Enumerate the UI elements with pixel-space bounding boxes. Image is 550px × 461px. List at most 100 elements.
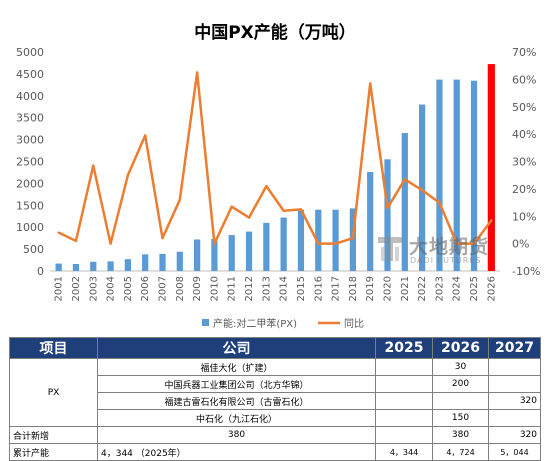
bar [159, 253, 166, 271]
x-tick-label: 2013 [261, 276, 272, 301]
left-tick-label: 2500 [16, 156, 44, 169]
yoy-point [490, 219, 493, 222]
legend-swatch-capacity [202, 319, 209, 326]
x-tick-label: 2020 [383, 276, 394, 301]
bar [332, 209, 339, 271]
bar [124, 259, 131, 271]
yoy-point [195, 71, 199, 74]
bar [263, 222, 270, 271]
x-tick-label: 2024 [452, 276, 463, 301]
yoy-point [420, 189, 424, 192]
px-capacity-chart: 中国PX产能（万吨） 0 500 1000 1500 2000 2500 3000 3500 4… [16, 22, 540, 330]
group-label-cell: PX [9, 358, 98, 427]
value-2026-cell: 200 [432, 375, 489, 393]
x-tick-label: 2023 [434, 276, 445, 301]
yoy-point [109, 242, 112, 245]
left-tick-label: 3500 [16, 112, 44, 125]
right-y-axis: -10% 0% 10% 20% 30% 40% 50% 60% 70% [512, 46, 540, 278]
bar [228, 235, 235, 271]
value-2027-cell: 320 [488, 392, 541, 410]
company-cell: 中石化（九江石化） [97, 409, 376, 427]
yoy-point [455, 242, 458, 245]
header-2026: 2026 [432, 337, 489, 359]
capacity-bars [55, 64, 495, 272]
x-tick-label: 2008 [175, 276, 186, 301]
bar [419, 104, 426, 271]
header-item: 项目 [9, 337, 98, 359]
yoy-point [161, 236, 164, 240]
cumulative-2025: 4，344 [375, 443, 433, 461]
left-tick-label: 4000 [16, 90, 44, 103]
right-tick-label: 10% [512, 210, 536, 223]
dadi-futures-watermark: 大地期货 DADI FUTURES [375, 232, 505, 270]
x-tick-label: 2017 [331, 276, 342, 301]
bar [55, 263, 62, 271]
x-tick-label: 2021 [400, 276, 411, 301]
x-tick-label: 2005 [123, 276, 134, 301]
total-new-company: 380 [97, 426, 376, 444]
yoy-point [351, 236, 355, 240]
watermark-en: DADI FUTURES [410, 256, 482, 265]
yoy-point [247, 216, 251, 219]
left-tick-label: 0 [37, 265, 44, 278]
bar [194, 239, 201, 271]
table-row: PX 福佳大化（扩建） 30 [9, 358, 541, 427]
bar [453, 79, 460, 272]
yoy-point [472, 242, 476, 245]
x-tick-label: 2022 [417, 276, 428, 301]
x-tick-label: 2016 [313, 276, 324, 301]
yoy-point [265, 184, 268, 188]
value-2025-cell [375, 392, 433, 410]
yoy-line-path [58, 71, 493, 245]
cumulative-2027: 5，044 [488, 443, 541, 461]
x-tick-label: 2003 [88, 276, 99, 301]
yoy-point [126, 173, 130, 177]
x-tick-label: 2015 [296, 276, 307, 301]
yoy-point [282, 209, 285, 212]
value-2025-cell [375, 409, 433, 427]
left-tick-label: 4500 [16, 68, 44, 81]
table-row: 福建古雷石化有限公司（古雷石化） 320 [10, 392, 541, 410]
value-2025-cell [375, 375, 433, 393]
left-tick-label: 5000 [16, 46, 44, 59]
cumulative-2026: 4，724 [432, 443, 489, 461]
bar [211, 239, 218, 271]
x-tick-label: 2002 [71, 276, 82, 301]
x-tick-label: 2009 [192, 276, 203, 301]
table-row-total-new: 合计新增 380 380 320 [9, 426, 541, 444]
left-tick-label: 1000 [16, 221, 44, 234]
value-2026-cell: 30 [432, 358, 489, 376]
x-tick-label: 2026 [486, 276, 497, 301]
x-tick-label: 2011 [227, 276, 238, 301]
value-2027-cell [488, 375, 541, 393]
yoy-point [299, 208, 303, 211]
legend: 产能:对二甲苯(PX) 同比 [202, 317, 364, 330]
table-header-row: 项目 公司 2025 2026 2027 [9, 337, 541, 359]
total-new-label: 合计新增 [9, 426, 98, 444]
company-cell: 中国兵器工业集团公司（北方华锦） [97, 375, 376, 393]
bar [176, 251, 183, 271]
value-2026-cell: 150 [432, 409, 489, 427]
right-tick-label: 60% [512, 73, 536, 86]
value-2026-cell [432, 392, 489, 410]
total-new-2026: 380 [432, 426, 489, 444]
yoy-line [57, 71, 493, 245]
table-row: 中石化（九江石化） 150 [10, 409, 541, 427]
yoy-point [178, 198, 182, 202]
value-2025-cell [375, 358, 433, 376]
right-tick-label: 70% [512, 46, 536, 59]
right-tick-label: -10% [512, 265, 540, 278]
bar [401, 133, 408, 271]
bar [367, 172, 374, 271]
right-tick-label: 0% [512, 238, 529, 251]
x-tick-label: 2025 [469, 276, 480, 301]
x-tick-label: 2007 [158, 276, 169, 301]
x-tick-label: 2012 [244, 276, 255, 301]
yoy-point [438, 201, 441, 204]
x-tick-label: 2010 [209, 276, 220, 301]
bar [90, 261, 97, 271]
left-tick-label: 1500 [16, 199, 44, 212]
yoy-point [143, 134, 147, 137]
total-new-2025 [375, 426, 433, 444]
watermark-cn: 大地期货 [409, 236, 490, 258]
